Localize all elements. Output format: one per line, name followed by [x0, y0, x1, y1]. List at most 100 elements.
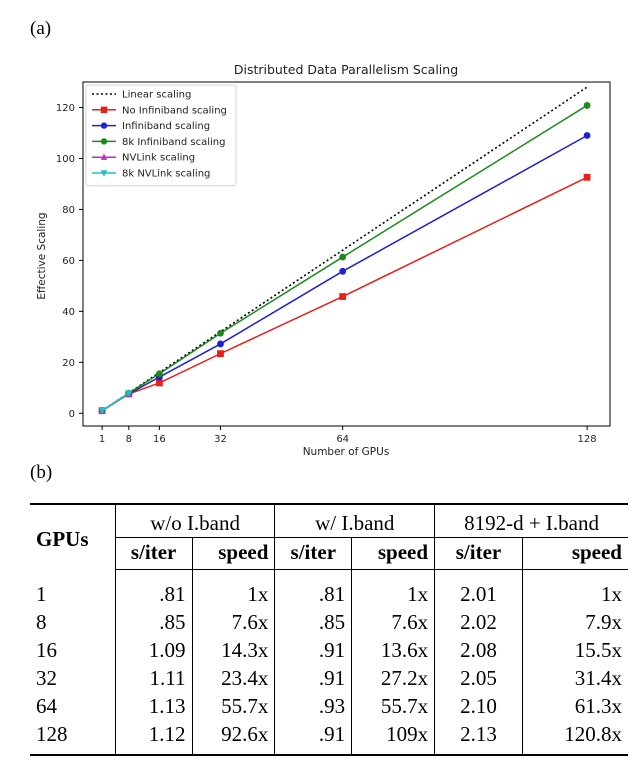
x-tick-label: 128: [578, 434, 597, 445]
legend-label: No Infiniband scaling: [122, 105, 227, 116]
speed-cell: 1x: [351, 569, 436, 608]
gpus-cell: 8: [30, 608, 116, 636]
speed-cell: 23.4x: [192, 664, 276, 692]
y-tick-label: 60: [62, 256, 75, 267]
series-layer: [98, 86, 591, 415]
table-row: 32 1.11 23.4x .91 27.2x 2.05 31.4x: [30, 664, 628, 692]
data-point-circle: [155, 370, 163, 378]
x-axis-label: Number of GPUs: [303, 446, 390, 458]
legend-entry: 8k NVLink scaling: [92, 169, 210, 180]
data-point-triangle: [100, 170, 108, 177]
y-axis-label: Effective Scaling: [36, 212, 48, 299]
gpus-cell: 32: [30, 664, 116, 692]
results-table: GPUs w/o I.band w/ I.band 8192-d + I.ban…: [30, 503, 628, 756]
table-row: 1 .81 1x .81 1x 2.01 1x: [30, 569, 628, 608]
gpus-header: GPUs: [30, 503, 116, 570]
siter-cell: 2.05: [434, 664, 523, 692]
speed-cell: 61.3x: [574, 694, 622, 718]
panel-a-label: (a): [30, 18, 52, 39]
data-point-circle: [583, 132, 591, 139]
series-line: [101, 392, 130, 412]
speed-cell: 1x: [192, 569, 276, 608]
series-linear-scaling: [101, 86, 588, 412]
group-header-wo-iband: w/o I.band: [115, 503, 276, 538]
gpus-cell: 64: [30, 692, 116, 720]
data-point-triangle: [98, 407, 106, 415]
speed-cell: 31.4x: [574, 666, 622, 690]
legend-label: 8k NVLink scaling: [122, 169, 210, 180]
gpus-cell: 1: [30, 569, 116, 608]
subheader-siter: s/iter: [434, 537, 523, 570]
gpus-cell: 128: [30, 720, 116, 756]
speed-cell: 27.2x: [351, 664, 436, 692]
series-no-infiniband-scaling: [98, 173, 591, 415]
scaling-line-chart: Distributed Data Parallelism Scaling 0 20…: [36, 62, 611, 458]
siter-cell: 2.08: [434, 636, 523, 664]
data-point-circle: [339, 267, 347, 275]
speed-cell: 13.6x: [351, 636, 436, 664]
series-8k-nvlink-scaling: [98, 390, 133, 415]
siter-cell: 1.09: [115, 636, 193, 664]
y-tick-label: 100: [56, 154, 75, 165]
y-tick-label: 20: [62, 358, 75, 369]
y-axis: 0 20 40 60 80 100 120: [56, 103, 83, 420]
plot-frame: [82, 81, 611, 427]
siter-cell: 2.10: [434, 692, 523, 720]
legend-entry: 8k Infiniband scaling: [92, 137, 225, 148]
legend-label: Infiniband scaling: [122, 121, 210, 132]
data-point-circle: [583, 102, 591, 109]
legend-entry: Linear scaling: [92, 90, 191, 101]
series-line: [101, 86, 588, 412]
speed-cell: 55.7x: [351, 692, 436, 720]
legend-entry: Infiniband scaling: [92, 121, 210, 132]
data-point-circle: [217, 340, 224, 348]
x-tick-label: 64: [336, 434, 349, 445]
siter-cell: 1.11: [115, 664, 193, 692]
group-header-w-iband: w/ I.band: [274, 503, 436, 538]
gpus-cell: 16: [30, 636, 116, 664]
speed-cell: 7.6x: [351, 608, 436, 636]
data-point-square: [100, 106, 108, 113]
subheader-siter: s/iter: [274, 537, 353, 570]
x-tick-label: 32: [214, 434, 227, 445]
data-point-circle: [100, 122, 108, 129]
speed-cell: 109x: [351, 720, 436, 756]
speed-cell: 55.7x: [192, 692, 276, 720]
legend-label: NVLink scaling: [122, 153, 195, 164]
legend-entry: NVLink scaling: [92, 153, 195, 164]
table-row: 64 1.13 55.7x .93 55.7x 2.10 61.3x: [30, 692, 628, 720]
siter-cell: .91: [274, 636, 353, 664]
table-row: 8 .85 7.6x .85 7.6x 2.02 7.9x: [30, 608, 628, 636]
legend-entry: No Infiniband scaling: [92, 105, 227, 116]
data-point-circle: [217, 329, 224, 337]
panel-b-label: (b): [30, 462, 53, 483]
siter-cell: .93: [274, 692, 353, 720]
data-point-circle: [339, 253, 347, 261]
subheader-speed: speed: [351, 537, 436, 570]
speed-cell: 7.6x: [192, 608, 276, 636]
group-header-8192d-iband: 8192-d + I.band: [434, 503, 628, 538]
legend-label: 8k Infiniband scaling: [122, 137, 225, 148]
speed-cell: 120.8x: [522, 720, 628, 756]
siter-cell: .85: [115, 608, 193, 636]
siter-cell: 2.02: [434, 608, 523, 636]
chart-legend: Linear scaling No Infiniband scaling Infin…: [85, 84, 237, 187]
y-tick-label: 0: [69, 409, 75, 420]
y-tick-label: 80: [62, 205, 75, 216]
data-point-square: [217, 350, 224, 358]
siter-cell: 1.13: [115, 692, 193, 720]
x-axis: 1 8 16 32 64 128: [99, 426, 597, 445]
speed-cell: 15.5x: [574, 638, 622, 662]
data-point-triangle: [100, 153, 108, 160]
x-tick-label: 1: [99, 434, 105, 445]
siter-cell: .81: [115, 569, 193, 608]
siter-cell: 1.12: [115, 720, 193, 756]
data-point-square: [339, 293, 347, 300]
x-tick-label: 16: [153, 434, 166, 445]
siter-cell: .81: [274, 569, 353, 608]
x-tick-label: 8: [126, 434, 132, 445]
legend-box: [85, 84, 237, 187]
subheader-speed: speed: [522, 537, 628, 570]
subheader-siter: s/iter: [115, 537, 193, 570]
data-point-square: [155, 379, 163, 387]
